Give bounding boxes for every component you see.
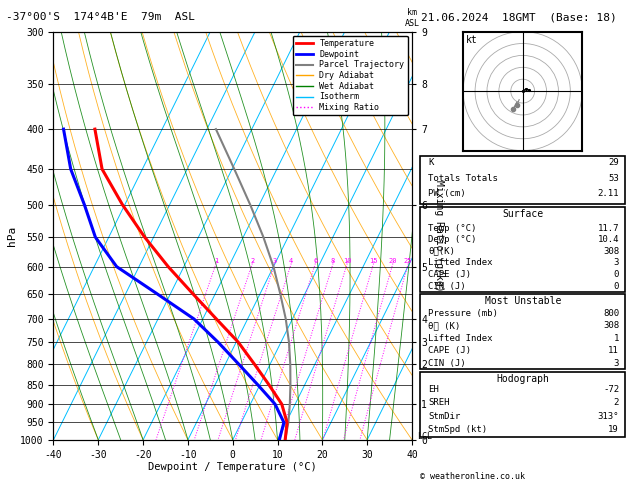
Text: CAPE (J): CAPE (J): [428, 270, 471, 279]
Text: 19: 19: [608, 425, 619, 434]
Text: 3: 3: [614, 359, 619, 367]
Text: Dewp (°C): Dewp (°C): [428, 235, 477, 244]
Text: StmDir: StmDir: [428, 412, 460, 421]
Text: Totals Totals: Totals Totals: [428, 174, 498, 183]
Text: -37°00'S  174°4B'E  79m  ASL: -37°00'S 174°4B'E 79m ASL: [6, 12, 195, 22]
Text: 800: 800: [603, 309, 619, 318]
Text: km
ASL: km ASL: [404, 8, 420, 28]
Text: 2: 2: [614, 399, 619, 407]
Text: StmSpd (kt): StmSpd (kt): [428, 425, 487, 434]
Text: 6: 6: [313, 258, 318, 264]
X-axis label: Dewpoint / Temperature (°C): Dewpoint / Temperature (°C): [148, 462, 317, 472]
Text: 313°: 313°: [598, 412, 619, 421]
Text: 10: 10: [343, 258, 352, 264]
Text: 4: 4: [289, 258, 293, 264]
Text: 1: 1: [614, 334, 619, 343]
Text: 0: 0: [614, 282, 619, 291]
Text: 11: 11: [608, 346, 619, 355]
Legend: Temperature, Dewpoint, Parcel Trajectory, Dry Adiabat, Wet Adiabat, Isotherm, Mi: Temperature, Dewpoint, Parcel Trajectory…: [293, 36, 408, 115]
Text: 21.06.2024  18GMT  (Base: 18): 21.06.2024 18GMT (Base: 18): [421, 12, 617, 22]
Text: 1: 1: [214, 258, 218, 264]
Text: Most Unstable: Most Unstable: [484, 296, 561, 306]
Text: 308: 308: [603, 321, 619, 330]
Text: Lifted Index: Lifted Index: [428, 259, 493, 267]
Text: 53: 53: [608, 174, 619, 183]
Text: 11.7: 11.7: [598, 224, 619, 233]
Text: 2: 2: [250, 258, 254, 264]
Text: Temp (°C): Temp (°C): [428, 224, 477, 233]
Text: CIN (J): CIN (J): [428, 359, 466, 367]
Text: 0: 0: [614, 270, 619, 279]
Text: CAPE (J): CAPE (J): [428, 346, 471, 355]
Text: 29: 29: [608, 158, 619, 167]
Text: 20: 20: [389, 258, 397, 264]
Text: 308: 308: [603, 247, 619, 256]
Y-axis label: hPa: hPa: [8, 226, 18, 246]
Y-axis label: Mixing Ratio (g/kg): Mixing Ratio (g/kg): [433, 180, 443, 292]
Text: CIN (J): CIN (J): [428, 282, 466, 291]
Text: © weatheronline.co.uk: © weatheronline.co.uk: [420, 472, 525, 481]
Text: Pressure (mb): Pressure (mb): [428, 309, 498, 318]
Text: Lifted Index: Lifted Index: [428, 334, 493, 343]
Text: 3: 3: [614, 259, 619, 267]
Text: 25: 25: [404, 258, 413, 264]
Text: SREH: SREH: [428, 399, 450, 407]
Text: 10.4: 10.4: [598, 235, 619, 244]
Text: 3: 3: [272, 258, 277, 264]
Text: 2.11: 2.11: [598, 190, 619, 198]
Text: Surface: Surface: [502, 209, 543, 219]
Text: kt: kt: [465, 35, 477, 45]
Text: EH: EH: [428, 385, 439, 394]
Text: θᴇ (K): θᴇ (K): [428, 321, 460, 330]
Text: θᴇ(K): θᴇ(K): [428, 247, 455, 256]
Text: Hodograph: Hodograph: [496, 374, 549, 384]
Text: -72: -72: [603, 385, 619, 394]
Text: PW (cm): PW (cm): [428, 190, 466, 198]
Text: LCL: LCL: [418, 432, 432, 441]
Text: K: K: [428, 158, 434, 167]
Text: 8: 8: [331, 258, 335, 264]
Text: 15: 15: [369, 258, 377, 264]
